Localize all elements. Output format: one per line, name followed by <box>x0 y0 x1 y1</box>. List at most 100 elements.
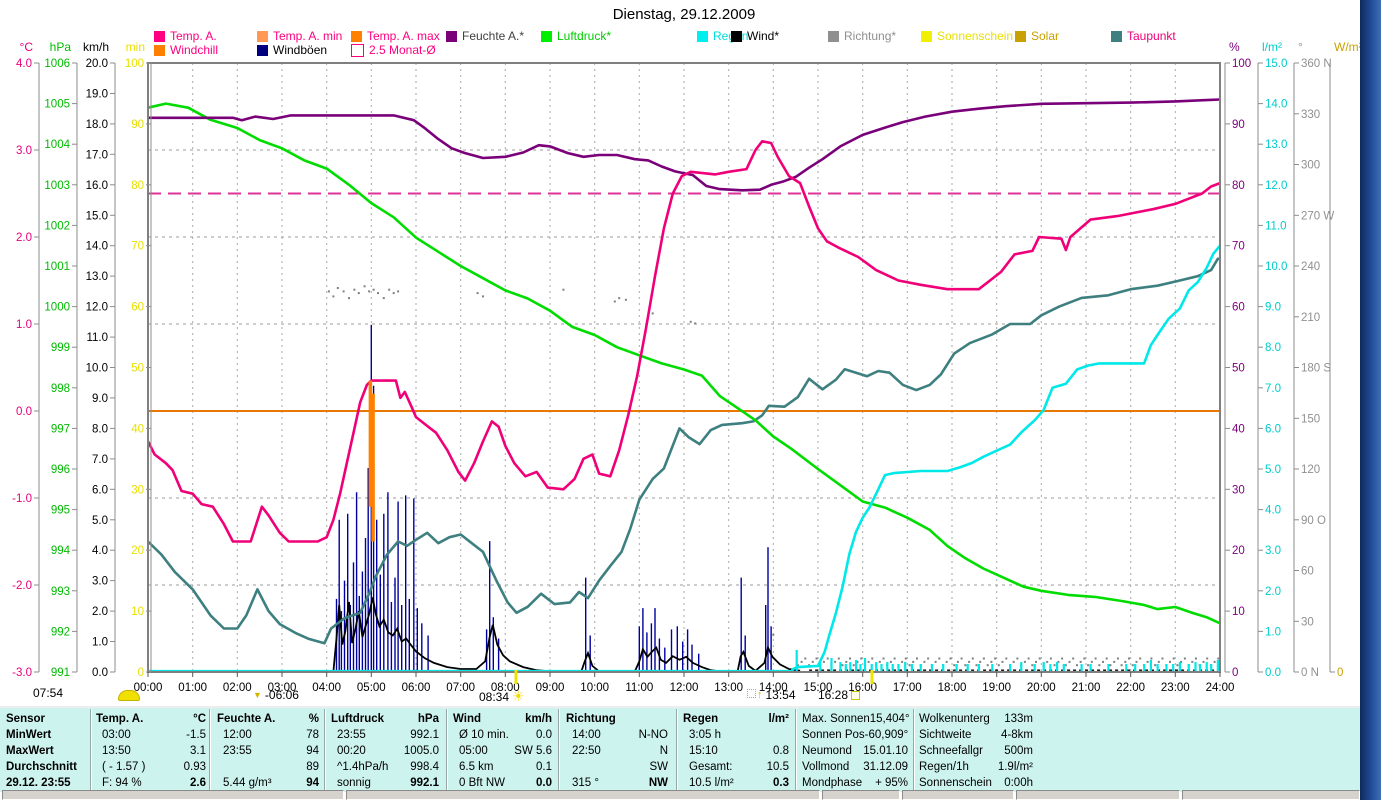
temp-a-max-swatch-icon <box>351 30 362 42</box>
legend-item-temp-a-max[interactable]: Temp. A. max <box>351 29 440 43</box>
direction-dot <box>815 657 818 660</box>
direction-dot <box>953 664 956 667</box>
direction-dot <box>1206 657 1209 660</box>
direction-dot <box>382 297 385 300</box>
rain-tick <box>1216 660 1219 672</box>
humidity-cell-value: 94 <box>306 744 319 757</box>
sunset-marker: 16:28 <box>818 688 861 702</box>
rain-cell-value: 10.5 <box>766 761 789 774</box>
direction-dot <box>1064 664 1067 667</box>
legend-item-feuchte-a[interactable]: Feuchte A.* <box>446 29 524 43</box>
direction-dot <box>353 288 356 291</box>
legend-item-sonnenschein[interactable]: Sonnenschein <box>921 29 1013 43</box>
direction-dot <box>1172 657 1175 660</box>
pressure-axis-label: 997 <box>51 423 70 435</box>
table-separator <box>795 709 797 791</box>
windspeed-axis-unit: km/h <box>83 40 109 54</box>
pressure-axis-unit: hPa <box>50 40 72 54</box>
solar-axis-label: 0 <box>1337 667 1343 679</box>
direction-dot <box>982 657 985 660</box>
direction-dot <box>826 657 829 660</box>
direction-dot <box>476 292 479 295</box>
rain-axis-label: 2.0 <box>1265 586 1281 598</box>
sun-icon: ☀ <box>512 688 525 704</box>
direction-dot <box>1202 660 1205 663</box>
legend-item-temp-a[interactable]: Temp. A. <box>154 29 217 43</box>
rain-tick <box>1149 660 1152 672</box>
humidity-axis-label: 50 <box>1232 363 1245 375</box>
rain-tick <box>849 662 852 672</box>
astro-value: + 95% <box>875 777 908 790</box>
humidity-row: 5.44 g/m³ 94 <box>217 776 319 791</box>
rain-tick <box>1080 664 1083 672</box>
direction-dot <box>860 657 863 660</box>
pressure-axis-label: 1001 <box>44 261 70 273</box>
direction-dot <box>392 292 395 295</box>
direction-dot <box>856 660 859 663</box>
direction-dot <box>908 664 911 667</box>
rain-axis-label: 1.0 <box>1265 626 1281 638</box>
legend-item-windchill[interactable]: Windchill <box>154 43 218 57</box>
temp-row: F: 94 % 2.6 <box>96 776 206 791</box>
windspeed-axis-label: 13.0 <box>86 271 108 283</box>
taupunkt-swatch-icon <box>1111 30 1122 42</box>
direction-dot <box>1046 660 1049 663</box>
direction-dot <box>1102 660 1104 663</box>
rain-tick <box>1049 664 1052 672</box>
wind-cell-value: 0.0 <box>536 777 552 790</box>
monats-mittel-swatch-icon <box>351 43 364 57</box>
rain-tick <box>1165 664 1168 672</box>
windspeed-axis-label: 2.0 <box>92 606 108 618</box>
direction-dot <box>1195 657 1197 660</box>
humidity-axis-label: 0 <box>1232 667 1238 679</box>
direction-dot <box>904 657 907 660</box>
legend-item-richtung[interactable]: Richtung* <box>828 29 896 43</box>
legend-item-wind[interactable]: Wind* <box>731 29 779 43</box>
rain-row: 15:10 0.8 <box>683 743 789 758</box>
direction-dot <box>1023 660 1026 663</box>
rain-tick <box>904 662 907 672</box>
humidity-axis-label: 20 <box>1232 545 1245 557</box>
pressure-row: 00:20 1005.0 <box>331 743 439 758</box>
sunshine-axis-unit: min <box>126 40 145 54</box>
direction-dot <box>934 660 937 663</box>
pressure-header-label: Luftdruck <box>331 712 385 725</box>
legend-item-solar[interactable]: Solar <box>1015 29 1059 43</box>
status-bar <box>0 790 1360 800</box>
legend-item-taupunkt[interactable]: Taupunkt <box>1111 29 1176 43</box>
pressure-cell-label: ^1.4hPa/h <box>337 761 389 774</box>
temp-axis-unit: °C <box>20 40 34 54</box>
sunshine-axis-label: 100 <box>125 58 144 70</box>
legend-item-luftdruck[interactable]: Luftdruck* <box>541 29 611 43</box>
direction-axis-label: 90 O <box>1301 515 1326 527</box>
humidity-cell-value: 94 <box>306 777 319 790</box>
legend-item-monats-mittel[interactable]: 2.5 Monat-Ø <box>351 43 436 57</box>
rain-axis-label: 0.0 <box>1265 667 1281 679</box>
rain-cell-value: 0.8 <box>773 744 789 757</box>
temp-header-label: Temp. A. <box>96 712 144 725</box>
x-label: 14:00 <box>759 682 788 694</box>
astro-value: -60,909° <box>864 728 909 741</box>
direction-dot <box>893 657 896 660</box>
conditions-row: Schneefallgr 500m <box>919 743 1033 758</box>
humidity-axis-label: 90 <box>1232 119 1245 131</box>
rain-tick <box>919 664 922 672</box>
legend-item-windboeen[interactable]: Windböen <box>257 43 327 57</box>
temp-axis-label: 0.0 <box>16 406 32 418</box>
direction-axis-label: 30 <box>1301 616 1314 628</box>
pressure-axis-label: 994 <box>51 545 71 557</box>
astro-label: Sonnen Pos <box>802 728 865 741</box>
direction-dot <box>986 664 989 667</box>
direction-dot <box>372 288 375 291</box>
direction-dot <box>889 660 892 663</box>
x-label: 13:00 <box>714 682 743 694</box>
humidity-row: 12:00 78 <box>217 727 319 742</box>
direction-axis-label: 150 <box>1301 413 1320 425</box>
humidity-header-label: Feuchte A. <box>217 712 276 725</box>
direction-dot <box>1038 657 1041 660</box>
rain-tick <box>1194 662 1197 672</box>
direction-dot <box>923 660 926 663</box>
legend-item-temp-a-min[interactable]: Temp. A. min <box>257 29 342 43</box>
direction-dot <box>867 660 870 663</box>
direction-row: 315 ° NW <box>566 776 668 791</box>
